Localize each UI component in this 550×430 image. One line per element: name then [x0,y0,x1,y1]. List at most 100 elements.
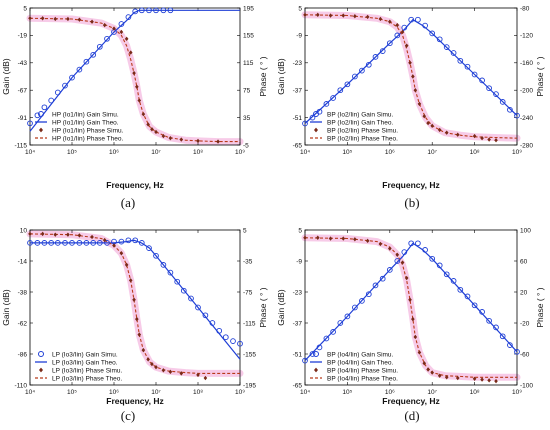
y2-tick-label: 195 [243,5,254,12]
gain-sim-point [138,240,145,246]
phase-sim-point [53,16,58,22]
phase-theory-line [29,233,240,374]
phase-sim-point [341,13,346,18]
x-tick-label: 10⁶ [385,389,395,396]
gain-sim-point [309,114,316,121]
y-tick-label: -86 [18,351,28,358]
y2-tick-label: -100 [520,382,533,389]
gain-sim-point [323,101,330,107]
phase-sim-point [413,88,418,93]
gain-sim-point [27,240,33,246]
phase-sim-point [132,70,136,76]
gain-sim-point [365,291,372,298]
y2-axis-title: Phase ( ° ) [535,287,545,327]
y-tick-label: -43 [18,60,28,67]
legend-gain-marker-icon [38,111,44,117]
gain-sim-point [429,30,436,37]
phase-sim-point [119,29,124,35]
gain-sim-point [352,304,358,311]
x-axis-title: Frequency, Hz [106,396,163,406]
y-tick-label: -65 [293,142,303,149]
y2-axis-title: Phase ( ° ) [258,287,268,327]
legend-label: BP (Io2/Iin) Gain Simu. [327,111,394,118]
y-tick-label: -51 [293,115,303,122]
x-axis-title: Frequency, Hz [106,180,163,190]
phase-sim-point [135,316,139,322]
phase-sim-point [365,238,370,244]
panel-caption: (c) [121,408,135,423]
gain-sim-point [76,240,83,246]
phase-sim-point [328,236,333,241]
phase-sim-point [168,369,173,375]
phase-sim-point [455,132,460,137]
gain-sim-point [167,7,174,14]
y2-tick-label: 155 [243,33,254,40]
phase-sim-point [408,60,412,65]
phase-sim-point [353,14,357,19]
legend-label: BP (Io4/Iin) Phase Simu. [327,367,398,374]
phase-sim-point [378,241,383,247]
gain-sim-point [34,240,41,246]
y2-tick-label: -75 [243,289,253,296]
gain-sim-point [160,262,167,268]
legend-label: LP (Io3/Iin) Phase Simu. [52,367,123,374]
phase-sim-point [444,375,449,380]
phase-sim-point [303,12,307,18]
gain-sim-point [337,320,344,326]
phase-sim-point [124,36,129,42]
legend: BP (Io2/Iin) Gain Simu.BP (Io2/Iin) Gain… [310,111,398,142]
gain-sim-point [83,240,90,246]
y2-tick-label: 5 [243,227,247,234]
gain-sim-point [330,95,336,101]
gain-sim-point [230,338,236,344]
y2-tick-label: 75 [243,88,251,95]
gain-sim-point [96,43,103,50]
legend: LP (Io3/Iin) Gain Simu.LP (Io3/Iin) Gain… [35,351,123,382]
y-tick-label: -38 [18,289,28,296]
phase-sim-point [216,139,220,144]
gain-sim-point [429,255,436,262]
gain-sim-point [309,351,316,357]
gain-sim-point [394,258,401,264]
gain-sim-point [209,320,216,326]
panel-caption: (b) [404,195,419,210]
phase-sim-point [378,16,383,22]
gain-sim-point [379,48,386,54]
x-tick-label: 10⁸ [193,389,203,396]
phase-sim-point [168,135,173,141]
gain-sim-point [499,99,506,105]
phase-sim-point [124,262,129,268]
legend-label: LP (Io3/Iin) Gain Theo. [52,359,118,366]
y2-axis-title: Phase ( ° ) [258,56,268,96]
legend-label: HP (Io1/Iin) Gain Simu. [52,111,119,118]
gain-sim-point [464,63,471,70]
y-tick-label: -23 [293,289,303,296]
gain-theory-line [29,9,240,132]
gain-sim-point [125,14,132,20]
panel-caption: (d) [404,408,419,423]
legend-phase-marker-icon [314,367,318,373]
x-axis-title: Frequency, Hz [382,180,439,190]
gain-sim-point [132,237,139,244]
gain-sim-point [302,120,308,127]
y-tick-label: -37 [293,320,303,327]
phase-sim-point [388,19,392,24]
gain-sim-point [41,104,48,111]
y-axis-title: Gain (dB) [1,58,11,95]
gain-theory-line [30,239,241,360]
phase-sim-point [404,275,409,281]
legend-label: BP (Io2/Iin) Phase Theo. [327,135,398,142]
gain-sim-point [69,74,75,81]
phase-sim-point [400,29,405,35]
gain-sim-point [379,275,386,282]
chart-panel-4: 10⁴ 10⁵ 10⁶ 10⁷ 10⁸ 10⁹ 5 -9 -23 -37 -51 -65 100 60 20… [276,227,545,423]
gain-sim-point [202,312,209,319]
y2-tick-label: -155 [243,351,256,358]
phase-sim-point [437,373,442,378]
chart-panel-2: 10⁴ 10⁵ 10⁶ 10⁷ 10⁸ 10⁹ 5 -9 -23 -37 -51 -65 -80 -120… [276,5,545,210]
phase-sim-point [315,12,320,18]
phase-sim-point [426,367,430,372]
gain-sim-point [493,324,499,331]
phase-sim-point [487,137,491,142]
y-tick-label: -67 [18,88,28,95]
